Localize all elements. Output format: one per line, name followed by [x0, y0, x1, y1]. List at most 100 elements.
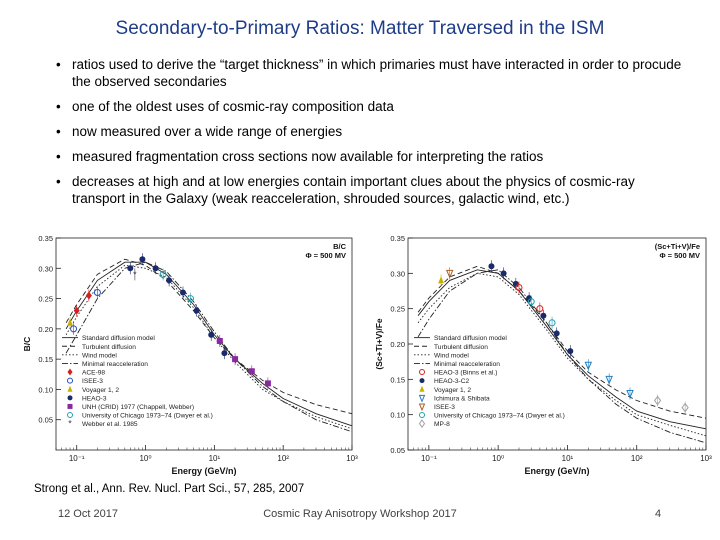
legend-label: Webber et al. 1985 — [82, 421, 138, 428]
data-point — [536, 305, 544, 313]
legend-label: ACE-98 — [82, 370, 105, 377]
legend-marker — [67, 412, 73, 419]
x-tick-label: 10⁻¹ — [69, 454, 85, 463]
y-tick-label: 0.35 — [390, 234, 405, 243]
data-point — [445, 269, 454, 279]
footer-page-number: 4 — [655, 508, 662, 520]
data-point — [248, 368, 255, 375]
legend-label: Standard diffusion model — [82, 335, 155, 342]
legend-marker — [418, 403, 426, 412]
x-tick-label: 10³ — [346, 454, 358, 463]
series-line — [417, 269, 707, 444]
plot-annotation: Φ = 500 MV — [305, 251, 346, 260]
data-point — [70, 325, 78, 333]
data-point — [221, 350, 228, 357]
bc-ratio-plot: 10⁻¹ 10⁰ 10¹ 10² 10³ 0.05 0.10 0.15 0.20 0.25 0.30… — [20, 232, 360, 480]
y-tick-label: 0.15 — [390, 375, 405, 384]
legend-label: UNH (CRID) 1977 (Chappell, Webber) — [82, 404, 194, 411]
legend-label: HEAO-3 — [82, 395, 107, 402]
bullet-list: ratios used to derive the “target thickn… — [50, 56, 690, 215]
legend-label: Ichimura & Shibata — [434, 395, 490, 402]
data-point — [488, 263, 495, 270]
data-point — [567, 348, 574, 355]
data-point — [216, 337, 223, 344]
legend-label: University of Chicago 1973–74 (Dwyer et … — [434, 413, 565, 420]
series-line — [417, 272, 707, 437]
footer-conference: Cosmic Ray Anisotropy Workshop 2017 — [263, 508, 457, 520]
legend-label: Wind model — [434, 352, 469, 359]
plot-frame — [55, 237, 353, 451]
legend-marker — [67, 377, 73, 384]
plot-annotation: (Sc+Ti+V)/Fe — [655, 242, 700, 251]
data-point — [681, 402, 689, 413]
data-point — [179, 289, 186, 296]
legend-label: ISEE-3 — [434, 404, 455, 411]
data-point — [186, 295, 194, 303]
data-point — [500, 270, 507, 277]
legend-label: ISEE-3 — [82, 378, 103, 385]
data-point — [548, 319, 556, 327]
y-tick-label: 0.25 — [390, 305, 405, 314]
legend-marker — [67, 403, 73, 409]
legend-marker — [418, 394, 426, 403]
legend-marker: * — [68, 419, 72, 429]
data-point — [653, 395, 662, 406]
series-line — [417, 269, 707, 430]
data-point — [73, 306, 80, 315]
y-tick-label: 0.10 — [390, 411, 405, 420]
data-point — [139, 256, 146, 263]
data-point — [85, 291, 92, 300]
data-point — [264, 380, 271, 387]
data-point — [515, 283, 523, 291]
data-point — [626, 389, 634, 399]
citation: Strong et al., Ann. Rev. Nucl. Part Sci.… — [34, 483, 305, 495]
y-tick-label: 0.05 — [38, 416, 53, 425]
x-tick-label: 10¹ — [562, 454, 574, 463]
x-tick-label: 10⁻¹ — [421, 454, 437, 463]
slide-title: Secondary-to-Primary Ratios: Matter Trav… — [115, 18, 605, 39]
data-point — [166, 277, 173, 284]
bullet-item: ratios used to derive the “target thickn… — [50, 56, 690, 90]
data-point — [540, 312, 547, 319]
y-tick-label: 0.25 — [38, 295, 53, 304]
data-point — [193, 307, 200, 314]
legend-marker — [419, 412, 425, 419]
y-tick-label: 0.20 — [38, 325, 53, 334]
y-axis-label: (Sc+Ti+V)/Fe — [374, 318, 384, 370]
bullet-item: measured fragmentation cross sections no… — [50, 148, 690, 165]
y-axis-label: B/C — [22, 337, 32, 352]
y-tick-label: 0.35 — [38, 234, 53, 243]
x-axis-label: Energy (GeV/n) — [524, 466, 589, 476]
y-tick-label: 0.30 — [38, 264, 53, 273]
legend-label: Turbulent diffusion — [434, 344, 488, 351]
legend-marker — [67, 368, 73, 376]
legend-label: HEAO-3-C2 — [434, 378, 470, 385]
legend-label: HEAO-3 (Binns et al.) — [434, 370, 497, 377]
series-line — [65, 261, 353, 427]
data-point — [93, 289, 101, 297]
data-point — [605, 375, 613, 385]
legend-marker — [67, 385, 73, 392]
sctiv-fe-ratio-plot: 10⁻¹ 10⁰ 10¹ 10² 10³ 0.05 0.10 0.15 0.20 0.25 0.30… — [372, 232, 714, 480]
data-point: * — [133, 269, 137, 279]
plot-annotation: B/C — [333, 242, 347, 251]
legend-label: Voyager 1, 2 — [434, 387, 471, 394]
x-axis-label: Energy (GeV/n) — [171, 466, 236, 476]
x-tick-label: 10² — [277, 454, 289, 463]
legend-marker — [419, 385, 425, 392]
bullet-item: now measured over a wide range of energi… — [50, 123, 690, 140]
x-tick-label: 10² — [631, 454, 643, 463]
legend-label: Minimal reacceleration — [82, 361, 148, 368]
legend-marker — [67, 395, 73, 401]
plot-annotation: Φ = 500 MV — [659, 251, 700, 260]
bullet-item: one of the oldest uses of cosmic-ray com… — [50, 98, 690, 115]
legend-label: Minimal reacceleration — [434, 361, 500, 368]
y-tick-label: 0.15 — [38, 355, 53, 364]
y-tick-label: 0.20 — [390, 340, 405, 349]
x-tick-label: 10⁰ — [139, 454, 151, 463]
legend-label: Standard diffusion model — [434, 335, 507, 342]
legend-marker — [419, 369, 425, 376]
y-tick-label: 0.05 — [390, 446, 405, 455]
data-point — [127, 265, 134, 272]
data-point — [526, 295, 533, 302]
